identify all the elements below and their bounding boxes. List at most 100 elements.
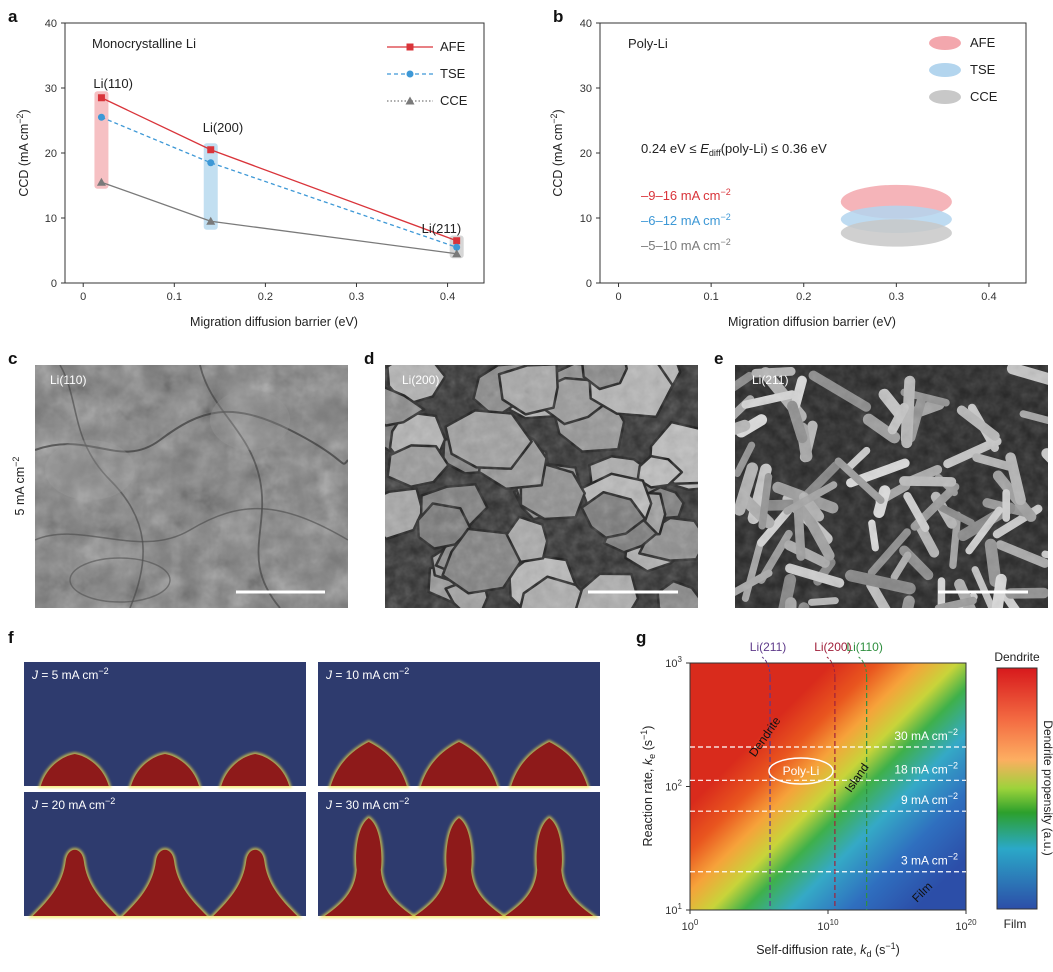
panel-g-xtick-label: 1010 [817,918,839,933]
data-point-afe [453,237,460,244]
sem-image-c [35,365,348,608]
panel-b-xtick-label: 0.1 [703,291,718,303]
legend-label-afe: AFE [440,39,466,54]
panel-b-barrier-range: 0.24 eV ≤ Ediff(poly-Li) ≤ 0.36 eV [641,141,827,158]
legend-swatch-cce [929,90,961,104]
panel-a-ytick-label: 10 [45,213,57,225]
simulation-tile: J = 10 mA cm−2 [318,662,600,786]
sem-rod [789,603,791,653]
sem-row-label: 5 mA cm−2 [11,457,27,516]
panel-g-ytick-label: 103 [665,655,682,670]
panel-b-ytick-label: 0 [586,278,592,290]
facet-label: Li(211) [750,640,786,654]
panel-b-y-label: CCD (mA cm−2) [549,109,565,196]
facet-label: Li(110) [846,640,882,654]
range-text-cce: –5–10 mA cm−2 [641,237,731,253]
panel-g-heatmap [690,663,966,910]
panel-g-xtick-label: 100 [682,918,699,933]
range-bar [204,143,218,229]
panel-label-b: b [553,7,563,26]
colorbar [997,668,1037,909]
sem-image-e [696,365,1053,658]
panel-label-c: c [8,349,17,368]
colorbar-top-label: Dendrite [994,650,1040,664]
legend-label-cce: CCE [440,93,468,108]
panel-label-a: a [8,7,18,26]
panel-g-ytick-label: 101 [665,902,682,917]
sem-label-e: Li(211) [752,373,788,387]
panel-b-ytick-label: 30 [580,83,592,95]
legend-swatch-tse [929,63,961,77]
panel-g-y-label: Reaction rate, ke (s−1) [639,726,657,847]
panel-label-e: e [714,349,723,368]
panel-b-x-label: Migration diffusion barrier (eV) [728,315,896,329]
panel-a-y-label: CCD (mA cm−2) [15,109,31,196]
panel-a-xtick-label: 0.4 [440,291,455,303]
sem-image-d [366,346,730,627]
panel-g-xtick-label: 1020 [955,918,977,933]
panel-b-ellipses [841,185,952,247]
panel-b-ytick-label: 40 [580,18,592,30]
poly-li-label: Poly-Li [783,764,820,778]
panel-a-xtick-label: 0.2 [258,291,273,303]
simulation-current-label: J = 10 mA cm−2 [325,666,409,682]
legend-marker-afe [407,44,414,51]
ellipse-cce [841,219,952,246]
range-text-afe: –9–16 mA cm−2 [641,187,731,203]
panel-label-d: d [364,349,374,368]
panel-a-ytick-label: 20 [45,148,57,160]
data-point-tse [98,114,105,121]
panel-a-ytick-label: 0 [51,278,57,290]
simulation-tile: J = 20 mA cm−2 [24,792,306,916]
panel-b-ytick-label: 20 [580,148,592,160]
data-point-afe [207,146,214,153]
panel-b-xtick-label: 0.2 [796,291,811,303]
panel-b-xtick-label: 0.4 [981,291,996,303]
panel-a-annotation: Monocrystalline Li [92,36,196,51]
legend-label-tse: TSE [440,66,466,81]
sem-label-d: Li(200) [402,373,439,387]
legend-swatch-afe [929,36,961,50]
point-label: Li(211) [422,221,462,236]
panel-a-point-labels: Li(110)Li(200)Li(211) [93,76,461,236]
panel-b-range-texts: –9–16 mA cm−2 –6–12 mA cm−2 –5–10 mA cm−2 [641,187,731,253]
panel-label-f: f [8,628,14,647]
sem-row: c d e 5 mA cm−2 Li(110) Li(200) [8,346,1053,657]
range-text-tse: –6–12 mA cm−2 [641,212,731,228]
series-line-tse [101,117,456,247]
colorbar-bottom-label: Film [1004,917,1027,931]
legend-label-tse: TSE [970,62,996,77]
panel-a-ytick-label: 30 [45,83,57,95]
data-point-tse [207,159,214,166]
simulation-current-label: J = 20 mA cm−2 [31,796,115,812]
panel-g-ytick-label: 102 [665,779,682,794]
panel-a-series [97,94,461,257]
sem-rod [898,601,909,649]
panel-f: f J = 5 mA cm−2 J = 10 mA cm−2 J = 20 mA c… [8,628,600,916]
panel-a-xtick-label: 0 [80,291,86,303]
series-line-cce [101,182,456,254]
legend-marker-tse [407,71,414,78]
legend-label-afe: AFE [970,35,996,50]
panel-a-axes [65,23,484,283]
series-line-afe [101,98,456,241]
data-point-afe [98,94,105,101]
panel-a-y-ticks: 0 10 20 30 40 [45,18,65,290]
range-bar [94,91,108,189]
simulation-current-label: J = 5 mA cm−2 [31,666,109,682]
sem-rod [788,608,804,658]
panel-b-annotation: Poly-Li [628,36,668,51]
simulation-tile: J = 5 mA cm−2 [24,662,306,786]
panel-a-xtick-label: 0.1 [167,291,182,303]
panel-a-x-label: Migration diffusion barrier (eV) [190,315,358,329]
simulation-tile: J = 30 mA cm−2 [318,792,600,916]
panel-a-legend: AFE TSE CCE [387,39,468,108]
panel-a-ytick-label: 40 [45,18,57,30]
